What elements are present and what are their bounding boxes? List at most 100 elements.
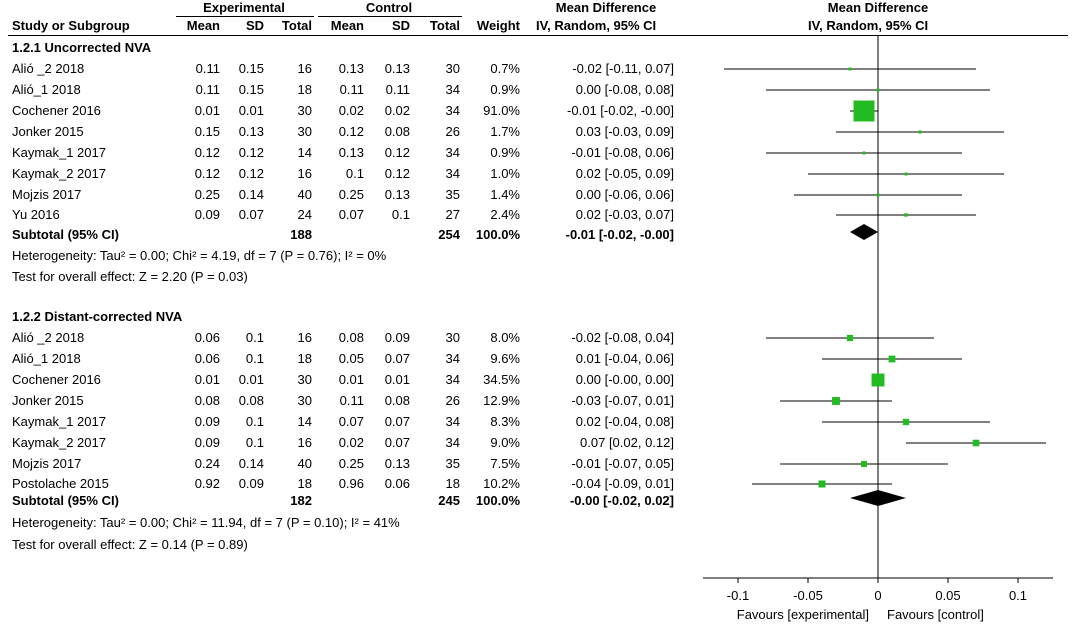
exp-sd: 0.01 — [238, 372, 264, 387]
ctl-total: 34 — [445, 414, 460, 429]
ci: -0.01 [-0.07, 0.05] — [571, 456, 674, 471]
weight: 0.9% — [490, 145, 520, 160]
ci: 0.02 [-0.04, 0.08] — [575, 414, 674, 429]
study-name: Yu 2016 — [12, 207, 60, 222]
ctl-mean: 0.08 — [338, 330, 364, 345]
ci: -0.01 [-0.08, 0.06] — [571, 145, 674, 160]
group-1-title: 1.2.1 Uncorrected NVA — [12, 40, 152, 55]
exp-mean: 0.06 — [194, 351, 220, 366]
ctl-mean: 0.11 — [339, 393, 364, 408]
weight: 34.5% — [483, 372, 520, 387]
study-marker — [860, 460, 868, 468]
weight: 91.0% — [483, 103, 520, 118]
exp-sd: 0.15 — [238, 82, 264, 97]
group-2-subtotal-ci: -0.00 [-0.02, 0.02] — [569, 493, 674, 508]
exp-mean: 0.11 — [195, 61, 220, 76]
exp-sd: 0.07 — [238, 207, 264, 222]
header-exp-mean: Mean — [186, 18, 220, 33]
ctl-total: 27 — [445, 207, 460, 222]
weight: 9.0% — [490, 435, 520, 450]
ci: -0.01 [-0.02, -0.00] — [567, 103, 674, 118]
ctl-mean: 0.02 — [338, 435, 364, 450]
exp-mean: 0.09 — [194, 414, 220, 429]
header-method-plot: IV, Random, 95% CI — [808, 18, 929, 33]
study-marker — [832, 397, 840, 405]
group-2-subtotal-weight: 100.0% — [475, 493, 520, 508]
summary-diamond — [850, 224, 878, 240]
exp-mean: 0.11 — [195, 82, 220, 97]
header-ctl-mean: Mean — [330, 18, 364, 33]
study-marker — [918, 130, 922, 134]
exp-total: 18 — [297, 476, 312, 491]
exp-mean: 0.12 — [194, 166, 220, 181]
header-control: Control — [365, 0, 413, 15]
ctl-sd: 0.07 — [384, 414, 410, 429]
ctl-sd: 0.07 — [384, 351, 410, 366]
ctl-mean: 0.96 — [338, 476, 364, 491]
header-mean-difference-plot: Mean Difference — [827, 0, 929, 15]
ctl-total: 34 — [445, 103, 460, 118]
ctl-total: 30 — [445, 61, 460, 76]
study-marker — [862, 151, 866, 155]
ci: -0.02 [-0.08, 0.04] — [571, 330, 674, 345]
exp-total: 40 — [297, 456, 312, 471]
exp-mean: 0.08 — [194, 393, 220, 408]
exp-sd: 0.08 — [238, 393, 264, 408]
ctl-total: 18 — [445, 476, 460, 491]
favours-experimental-label: Favours [experimental] — [737, 607, 869, 622]
exp-sd: 0.12 — [238, 145, 264, 160]
weight: 1.7% — [490, 124, 520, 139]
header-method: IV, Random, 95% CI — [536, 18, 657, 33]
ctl-mean: 0.25 — [338, 456, 364, 471]
exp-total: 14 — [297, 414, 312, 429]
exp-sd: 0.1 — [245, 435, 264, 450]
study-name: Jonker 2015 — [12, 124, 84, 139]
ci: 0.03 [-0.03, 0.09] — [575, 124, 674, 139]
exp-sd: 0.1 — [245, 330, 264, 345]
ctl-sd: 0.08 — [384, 124, 410, 139]
ci: -0.03 [-0.07, 0.01] — [571, 393, 674, 408]
header-exp-sd: SD — [245, 18, 264, 33]
ci: -0.04 [-0.09, 0.01] — [571, 476, 674, 491]
ci: 0.01 [-0.04, 0.06] — [575, 351, 674, 366]
group-2-subtotal-exp-total: 182 — [290, 493, 312, 508]
exp-mean: 0.09 — [194, 435, 220, 450]
exp-total: 30 — [297, 393, 312, 408]
exp-total: 16 — [297, 166, 312, 181]
ci: 0.00 [-0.06, 0.06] — [575, 187, 674, 202]
ctl-mean: 0.02 — [338, 103, 364, 118]
weight: 1.0% — [490, 166, 520, 181]
exp-mean: 0.92 — [194, 476, 220, 491]
ctl-mean: 0.13 — [338, 145, 364, 160]
weight: 0.9% — [490, 82, 520, 97]
exp-sd: 0.14 — [238, 187, 264, 202]
study-marker — [876, 88, 880, 92]
header-bottom-rule — [8, 35, 1068, 36]
ctl-sd: 0.13 — [384, 456, 410, 471]
group-1-subtotal-ci: -0.01 [-0.02, -0.00] — [565, 227, 674, 242]
weight: 1.4% — [490, 187, 520, 202]
study-marker — [848, 67, 852, 71]
exp-total: 24 — [297, 207, 312, 222]
study-marker — [871, 373, 885, 387]
weight: 8.3% — [490, 414, 520, 429]
ctl-total: 34 — [445, 351, 460, 366]
exp-total: 14 — [297, 145, 312, 160]
x-tick-label: 0 — [874, 588, 881, 603]
exp-mean: 0.09 — [194, 207, 220, 222]
header-weight: Weight — [476, 18, 520, 33]
exp-sd: 0.14 — [238, 456, 264, 471]
weight: 0.7% — [490, 61, 520, 76]
header-experimental-rule — [176, 16, 314, 17]
ctl-total: 34 — [445, 145, 460, 160]
study-name: Alió _2 2018 — [12, 330, 85, 345]
ctl-total: 26 — [445, 393, 460, 408]
study-name: Kaymak_2 2017 — [12, 166, 106, 181]
group-1-subtotal-weight: 100.0% — [475, 227, 520, 242]
ctl-mean: 0.07 — [338, 207, 364, 222]
header-control-rule — [318, 16, 462, 17]
ctl-sd: 0.12 — [384, 166, 410, 181]
study-name: Alió_1 2018 — [12, 351, 81, 366]
exp-mean: 0.25 — [194, 187, 220, 202]
ctl-mean: 0.25 — [338, 187, 364, 202]
